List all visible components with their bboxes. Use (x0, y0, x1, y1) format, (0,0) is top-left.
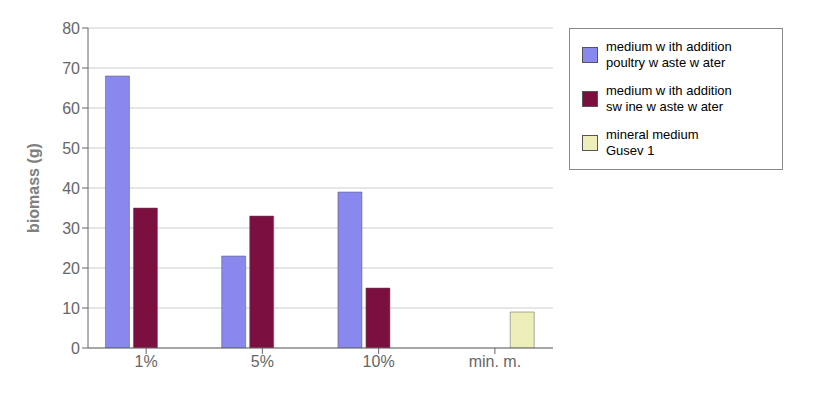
svg-text:50: 50 (62, 140, 80, 157)
html-text:medium w ith addition: medium w ith addition (606, 83, 732, 98)
svg-text:70: 70 (62, 60, 80, 77)
html-text:medium w ith addition: medium w ith addition (606, 39, 732, 54)
svg-text:10%: 10% (363, 353, 395, 370)
svg-text:60: 60 (62, 100, 80, 117)
svg-text:10: 10 (62, 300, 80, 317)
html-text:poultry w aste w ater: poultry w aste w ater (606, 55, 726, 70)
svg-text:5%: 5% (251, 353, 274, 370)
svg-text:40: 40 (62, 180, 80, 197)
svg-text:biomass (g): biomass (g) (25, 143, 42, 233)
html-text:Gusev 1: Gusev 1 (606, 143, 655, 158)
svg-text:0: 0 (71, 340, 80, 357)
svg-text:30: 30 (62, 220, 80, 237)
html-text:sw ine w aste w ater: sw ine w aste w ater (606, 99, 723, 114)
svg-text:20: 20 (62, 260, 80, 277)
html-text:mineral medium: mineral medium (606, 127, 699, 142)
svg-text:min. m.: min. m. (469, 353, 521, 370)
svg-text:1%: 1% (135, 353, 158, 370)
svg-text:80: 80 (62, 20, 80, 37)
